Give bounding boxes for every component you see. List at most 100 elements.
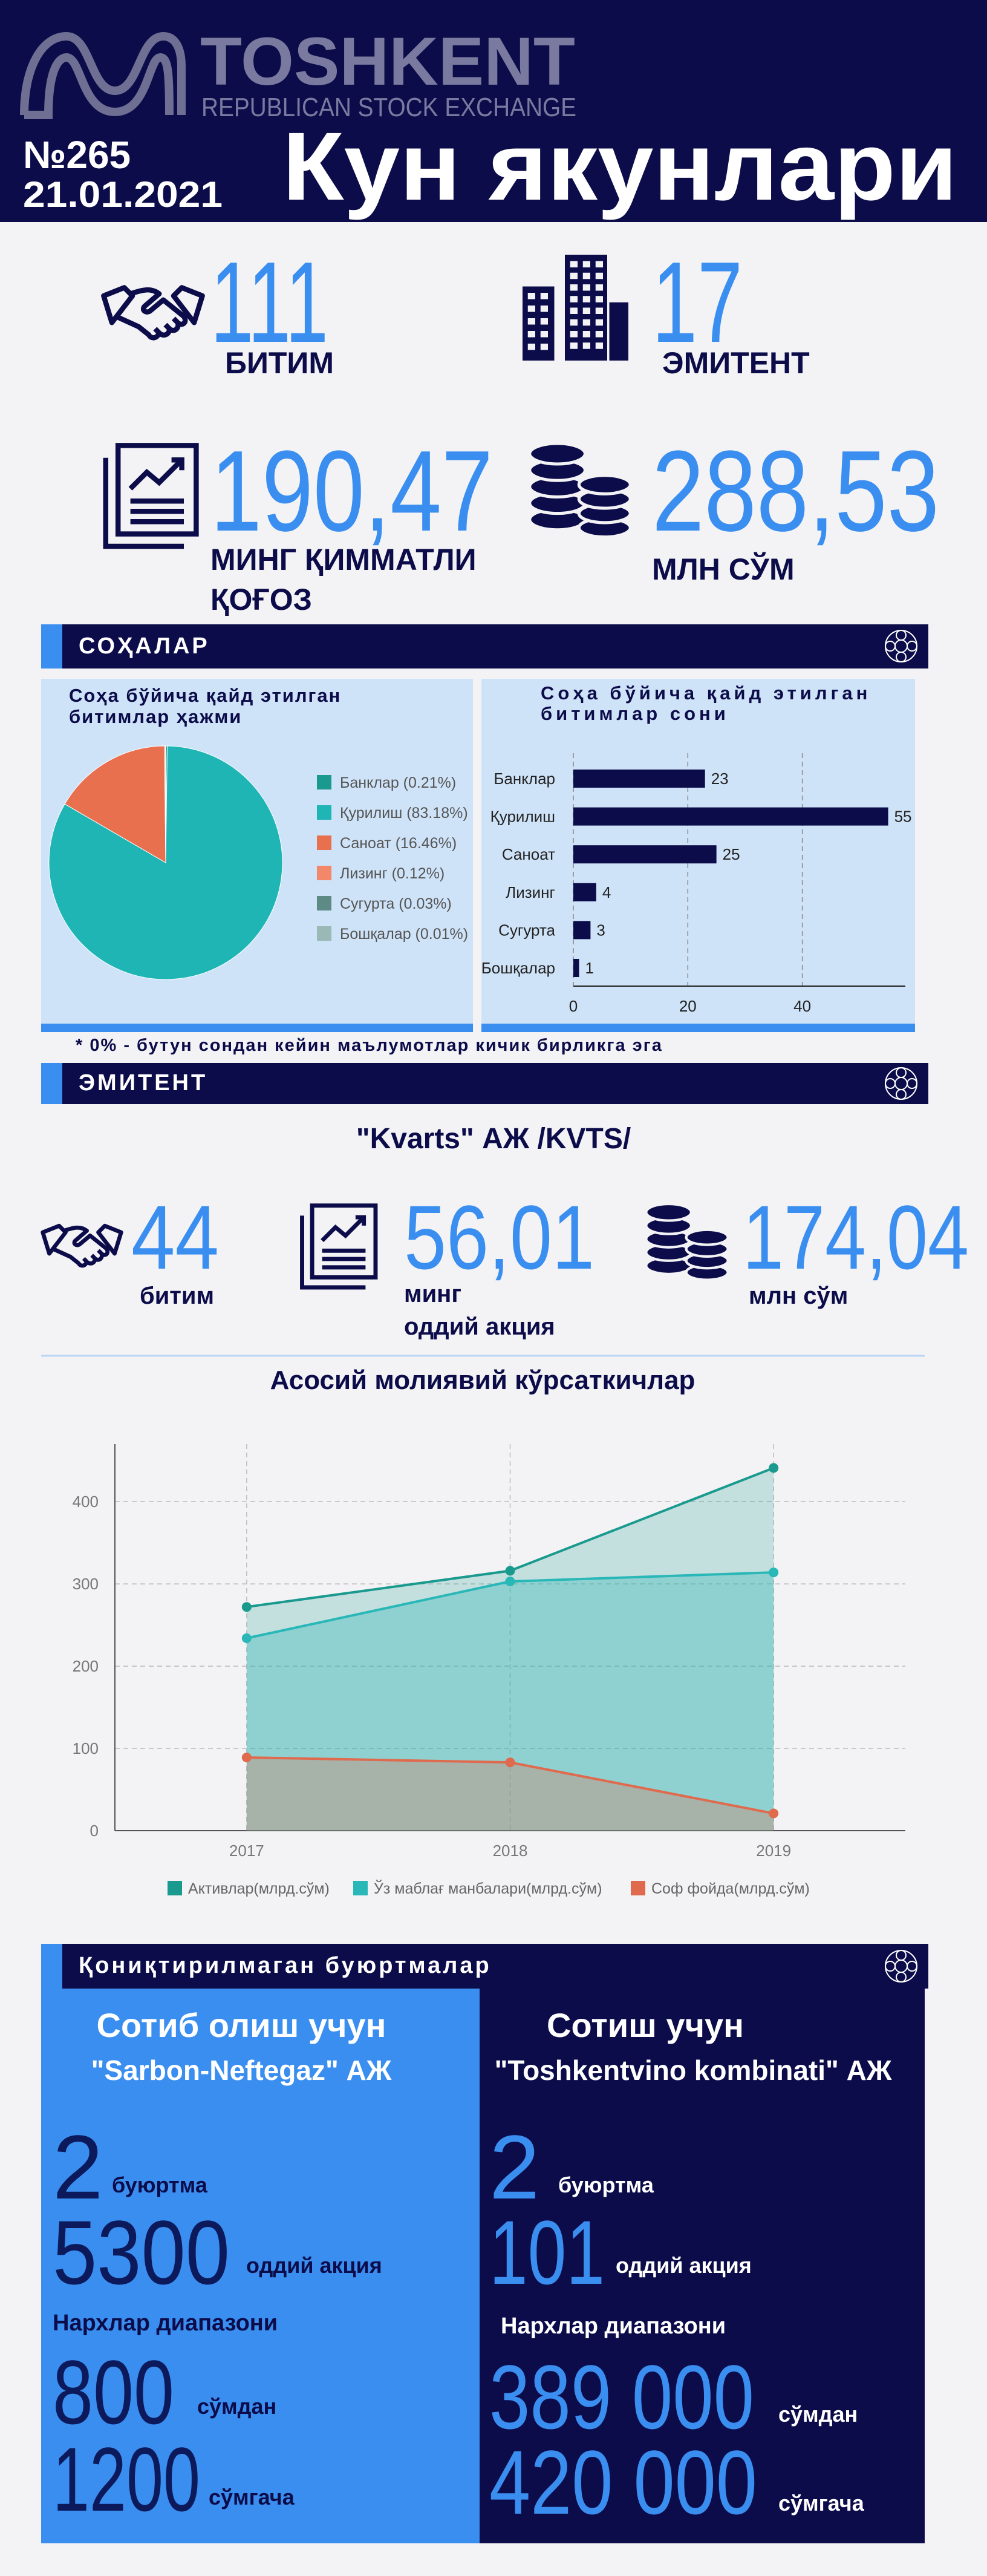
y-tick-label: Банклар (493, 770, 555, 788)
pie-title: битимлар ҳажми (69, 706, 242, 727)
y-tick-label: 400 (73, 1492, 99, 1511)
legend-label: Бошқалар (0.01%) (340, 926, 468, 943)
issuer-company: "Kvarts" АЖ /KVTS/ (356, 1123, 631, 1155)
icon-window (527, 344, 535, 350)
icon-part (523, 286, 555, 361)
icon-window (527, 293, 535, 299)
sell-from-label: сўмдан (778, 2402, 858, 2427)
legend-label: Қурилиш (83.18%) (340, 805, 468, 822)
deals-value: 111 (210, 238, 328, 367)
icon-handshake (41, 1223, 123, 1268)
y-tick-label: 0 (90, 1822, 99, 1840)
icon-window (595, 272, 603, 280)
legend-label: Активлар(млрд.сўм) (188, 1880, 330, 1897)
icon-part (609, 302, 628, 361)
legend-swatch (317, 835, 331, 850)
icon-part (51, 1225, 110, 1268)
sell-orders: 2 (489, 2116, 539, 2218)
point (241, 1752, 252, 1762)
legend-swatch (631, 1881, 645, 1895)
icon-window (570, 342, 578, 349)
x-tick-label: 2019 (756, 1842, 791, 1860)
icon-window (570, 296, 578, 302)
legend-label: Соф фойда(млрд.сўм) (651, 1880, 810, 1897)
sell-price-from: 389 000 (489, 2346, 754, 2448)
buy-panel (41, 1989, 480, 2543)
y-tick-label: 300 (73, 1575, 99, 1593)
icon-window (595, 319, 603, 326)
icon-window (540, 293, 548, 299)
icon-coin (685, 1228, 729, 1246)
icon-window (540, 318, 548, 325)
panel-stripe (41, 1024, 473, 1032)
icon-document (103, 443, 199, 549)
x-tick-label: 40 (793, 997, 811, 1015)
area (246, 1468, 774, 1831)
area (246, 1757, 774, 1831)
y-tick-label: 200 (73, 1657, 99, 1675)
issuer-volume-label: млн сўм (749, 1283, 848, 1309)
legend-swatch (168, 1881, 182, 1895)
icon-window (582, 272, 590, 280)
sell-shares: 101 (489, 2202, 605, 2303)
value-label: 25 (723, 845, 740, 863)
point (241, 1633, 252, 1643)
sell-to-label: сўмгача (778, 2491, 865, 2516)
icon-part (128, 457, 184, 491)
sell-panel (480, 1989, 925, 2543)
legend-label: Сугурта (0.03%) (340, 895, 452, 912)
section-heading: ЭМИТЕНТ (79, 1070, 207, 1096)
issuer-deals-label: битим (140, 1283, 214, 1309)
icon-window (595, 331, 603, 338)
section-ornament (885, 1067, 917, 1100)
chart-title: Асосий молиявий кўрсаткичлар (270, 1365, 695, 1395)
issuer-deals-value: 44 (131, 1186, 219, 1288)
icon-part (300, 1215, 366, 1290)
section-ornament (885, 1950, 917, 1983)
legend-swatch (317, 926, 331, 941)
icon-window (540, 331, 548, 338)
bar-title: Соҳа бўйича қайд этилган (541, 682, 871, 704)
sell-price-to: 420 000 (489, 2431, 757, 2533)
value-label: 3 (596, 921, 605, 939)
issuers-label: ЭМИТЕНТ (662, 346, 810, 380)
icon-coin (528, 442, 587, 466)
section-bar (41, 1063, 928, 1104)
value-label: 1 (585, 959, 593, 977)
x-tick-label: 20 (679, 997, 697, 1015)
y-tick-label: Сугурта (498, 921, 555, 939)
point (505, 1757, 515, 1768)
buy-to-label: сўмгача (209, 2485, 295, 2509)
icon-window (570, 261, 578, 267)
issuer-securities-label: оддий акция (404, 1313, 555, 1340)
section-bar (41, 1944, 928, 1989)
icon-part (171, 285, 205, 325)
icon-window (582, 307, 590, 314)
icon-window (582, 296, 590, 302)
icon-window (582, 342, 590, 349)
pie-title: Соҳа бўйича қайд этилган (69, 685, 341, 706)
legend-label: Саноат (16.46%) (340, 835, 457, 852)
legend-swatch (317, 866, 331, 880)
securities-label: ҚОҒОЗ (210, 583, 312, 616)
icon-coins (645, 1202, 729, 1281)
legend-label: Ўз маблағ манбалари(млрд.сўм) (374, 1879, 602, 1897)
section-accent (41, 624, 62, 669)
sell-title: Сотиш учун (547, 2006, 744, 2044)
point (505, 1577, 515, 1587)
icon-coin (645, 1202, 692, 1222)
icon-part (310, 1203, 378, 1280)
y-tick-label: 100 (73, 1739, 99, 1757)
buy-company: "Sarbon-Neftegaz" АЖ (91, 2055, 392, 2086)
buy-shares-label: оддий акция (246, 2253, 382, 2278)
point (241, 1602, 252, 1612)
icon-window (570, 284, 578, 291)
icon-window (595, 296, 603, 302)
issuer-securities-label: минг (404, 1281, 461, 1307)
value-label: 4 (602, 883, 611, 901)
icon-part (101, 285, 135, 325)
x-tick-label: 0 (569, 997, 578, 1015)
section-heading: СОҲАЛАР (79, 633, 210, 659)
sell-orders-label: буюртма (558, 2172, 654, 2197)
icon-part (115, 287, 188, 341)
